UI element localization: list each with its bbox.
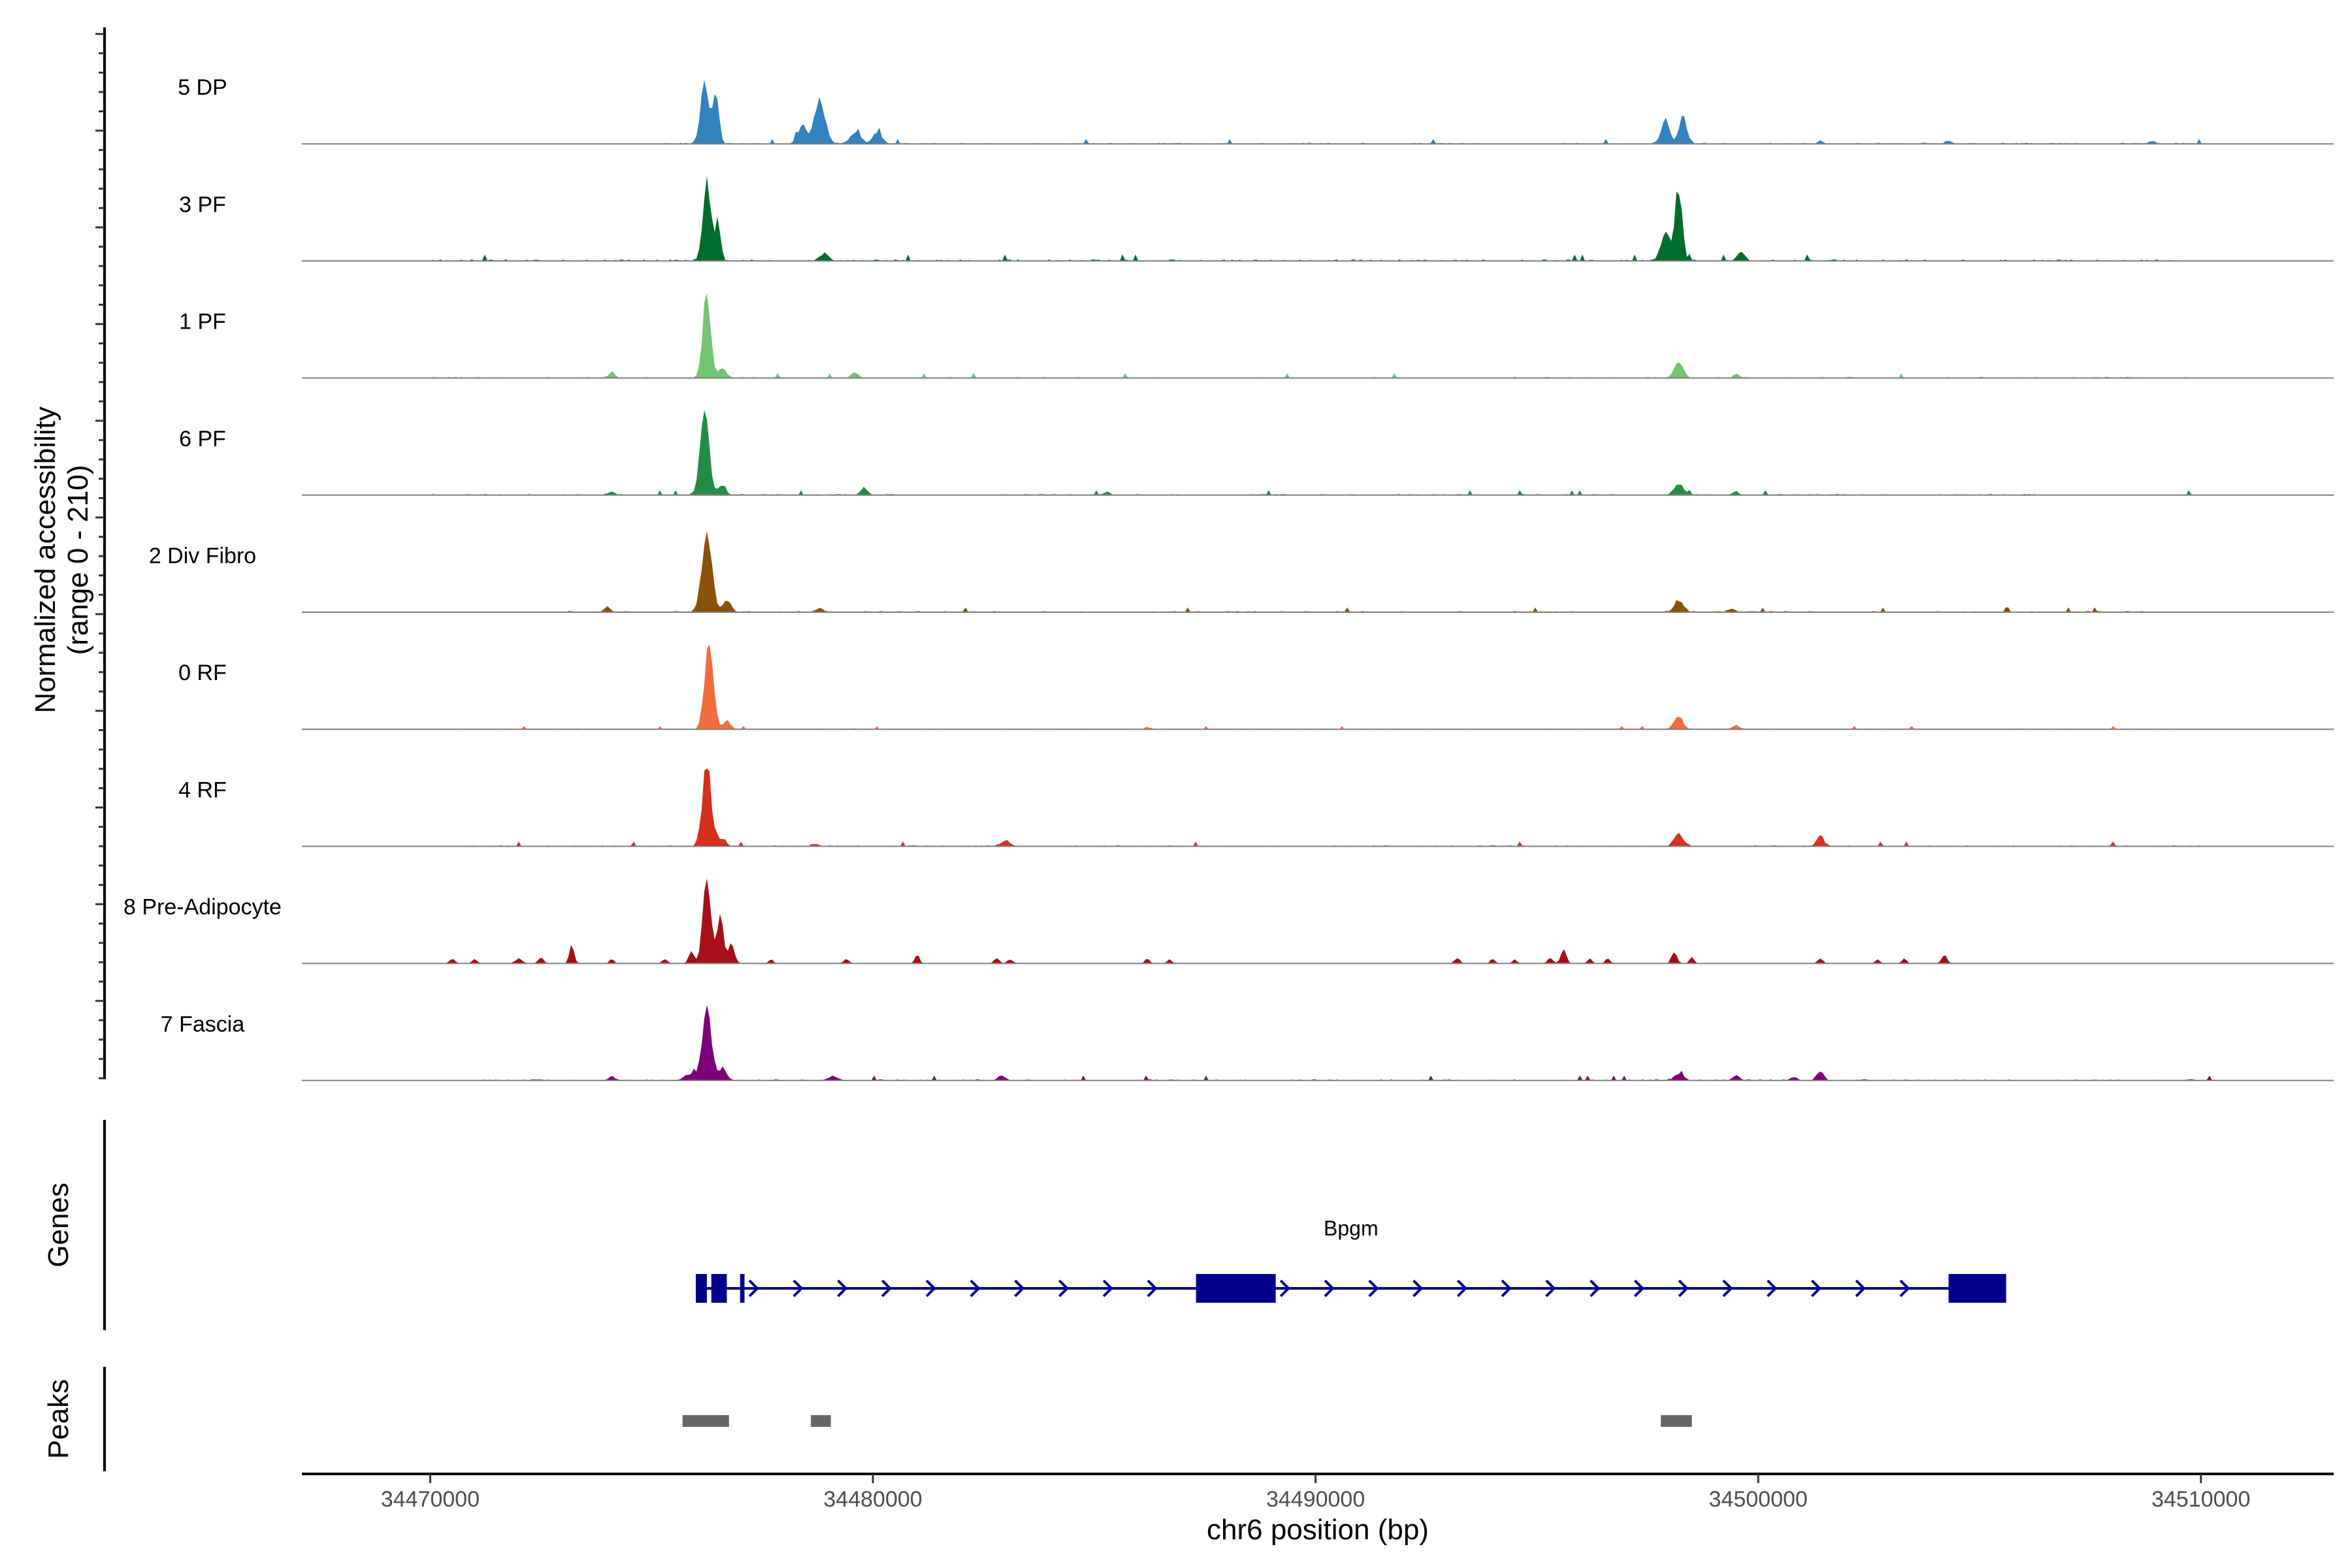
strand-arrow [837, 1279, 848, 1298]
x-tick-label: 34470000 [381, 1487, 480, 1512]
strand-arrow [748, 1279, 759, 1298]
gene-exon [1196, 1274, 1276, 1303]
x-axis-title: chr6 position (bp) [1207, 1514, 1429, 1546]
coverage-area-3-pf [302, 176, 2334, 261]
coverage-track: 7 Fascia [161, 1005, 2334, 1081]
track-label: 4 RF [178, 777, 227, 802]
x-axis-ticks: 34470000 34480000 34490000 34500000 34510000 [381, 1474, 2250, 1512]
peak-regions [682, 1415, 1692, 1427]
genes-panel-label: Genes [42, 1183, 74, 1267]
strand-arrow [1058, 1279, 1070, 1298]
gene-name-label: Bpgm [1324, 1217, 1379, 1240]
track-label: 5 DP [178, 75, 227, 100]
coverage-track: 5 DP [178, 75, 2334, 145]
coverage-track: 0 RF [178, 644, 2334, 730]
track-label: 1 PF [179, 310, 226, 335]
strand-arrow [881, 1279, 892, 1298]
coverage-track: 1 PF [179, 293, 2334, 379]
peaks-panel-label: Peaks [42, 1379, 74, 1459]
x-tick-label: 34500000 [1709, 1487, 1808, 1512]
strand-arrow [1456, 1279, 1468, 1298]
gene-model [696, 1274, 2006, 1303]
coverage-area-5-dp [302, 80, 2334, 144]
coverage-y-ticks [95, 33, 105, 1079]
coverage-area-8-pre-adipocyte [302, 878, 2334, 964]
peak-region-bar [811, 1415, 831, 1427]
coverage-area-1-pf [302, 293, 2334, 378]
strand-arrow [1767, 1279, 1778, 1298]
coverage-area-0-rf [302, 644, 2334, 730]
y-axis-title-line2: (range 0 - 210) [62, 465, 94, 655]
coverage-track: 4 RF [178, 768, 2334, 847]
strand-arrow [1855, 1279, 1866, 1298]
strand-arrow [1633, 1279, 1645, 1298]
x-tick-label: 34490000 [1266, 1487, 1365, 1512]
peak-region-bar [682, 1415, 729, 1427]
x-tick-label: 34510000 [2151, 1487, 2250, 1512]
strand-arrow [925, 1279, 936, 1298]
track-label: 6 PF [179, 427, 226, 451]
strand-arrow [1413, 1279, 1424, 1298]
strand-arrow [1501, 1279, 1512, 1298]
peak-region-bar [1661, 1415, 1692, 1427]
strand-arrow [792, 1279, 804, 1298]
strand-arrow [1899, 1279, 1910, 1298]
coverage-track: 8 Pre-Adipocyte [123, 878, 2334, 964]
coverage-area-7-fascia [302, 1005, 2334, 1081]
strand-arrow [970, 1279, 981, 1298]
coverage-tracks: 5 DP 3 PF 1 PF 6 PF 2 Div Fibro 0 RF 4 RF 8 Pre… [123, 75, 2334, 1081]
strand-arrow [1324, 1279, 1335, 1298]
strand-arrow [1102, 1279, 1113, 1298]
y-axis-title-line1: Normalized accessibility [29, 406, 61, 713]
strand-arrow [1678, 1279, 1689, 1298]
peaks-panel: Peaks [42, 1367, 1692, 1471]
gene-exon [711, 1274, 727, 1303]
strand-arrow [1810, 1279, 1822, 1298]
track-label: 3 PF [179, 192, 226, 217]
strand-arrow [1368, 1279, 1379, 1298]
strand-arrow [1545, 1279, 1556, 1298]
strand-arrow [1722, 1279, 1733, 1298]
strand-arrow [1590, 1279, 1601, 1298]
genes-panel: Genes Bpgm [42, 1120, 2006, 1330]
coverage-area-6-pf [302, 410, 2334, 495]
coverage-area-4-rf [302, 768, 2334, 847]
gene-exon [740, 1274, 745, 1303]
x-tick-label: 34480000 [823, 1487, 922, 1512]
coverage-track: 6 PF [179, 410, 2334, 496]
gene-exon [696, 1274, 707, 1303]
x-axis: 34470000 34480000 34490000 34500000 34510000… [302, 1473, 2334, 1546]
strand-arrow [1014, 1279, 1025, 1298]
coverage-track: 2 Div Fibro [149, 531, 2334, 613]
track-label: 8 Pre-Adipocyte [123, 895, 282, 920]
coverage-area-2-div-fibro [302, 531, 2334, 612]
track-label: 7 Fascia [161, 1012, 245, 1037]
coverage-panel: 5 DP 3 PF 1 PF 6 PF 2 Div Fibro 0 RF 4 RF 8 Pre… [29, 27, 2334, 1081]
gene-exon [1948, 1274, 2006, 1303]
strand-arrow [1279, 1279, 1291, 1298]
strand-arrow [1147, 1279, 1158, 1298]
coverage-track: 3 PF [179, 176, 2334, 262]
track-label: 2 Div Fibro [149, 544, 256, 568]
track-label: 0 RF [178, 661, 227, 685]
